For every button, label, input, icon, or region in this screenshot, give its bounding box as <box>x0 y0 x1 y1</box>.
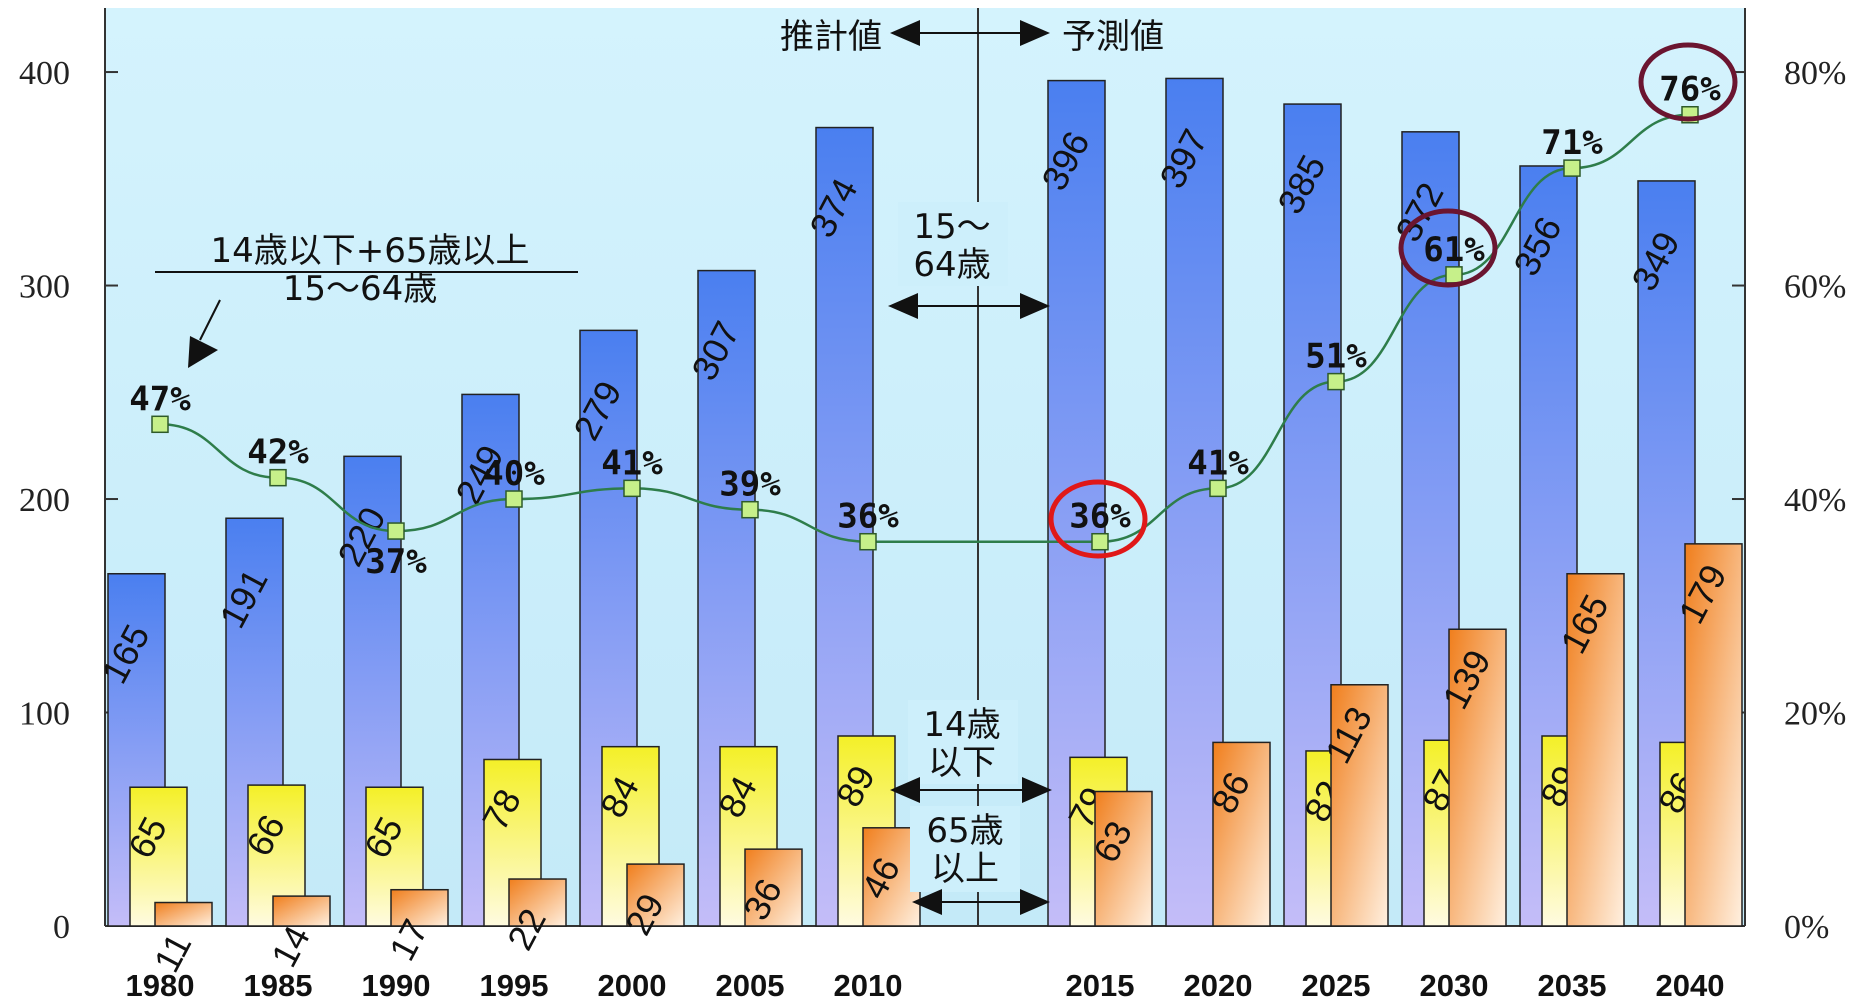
bar-65-plus <box>1330 684 1389 927</box>
ratio-marker <box>741 500 759 519</box>
ratio-line: 47% 42% 37% 40% 41% 39% 36% 36% 41% 51% 61% 71% 76% <box>129 70 1721 582</box>
legend-0-14-bg <box>908 700 1018 784</box>
x-tick-label: 2015 <box>1066 968 1135 1002</box>
arrow-head <box>1022 777 1052 803</box>
ratio-marker <box>1327 372 1345 391</box>
legend-65-line2: 以上 <box>931 849 999 889</box>
arrow-head <box>912 889 942 915</box>
ratio-marker <box>1563 159 1581 177</box>
highlight-circle <box>1048 479 1148 559</box>
left-axis-ticks: 0 100 200 300 400 <box>19 55 118 946</box>
highlight-circle <box>1638 42 1738 122</box>
ratio-pointer <box>199 299 221 341</box>
x-tick-label: 2005 <box>716 968 785 1002</box>
ratio-marker <box>1091 532 1109 551</box>
bar-65-plus <box>1566 572 1625 927</box>
ratio-numerator: 14歳以下+65歳以上 <box>210 231 529 271</box>
highlight-circle <box>1398 208 1498 288</box>
arrow-head <box>1020 889 1050 915</box>
left-tick-label: 100 <box>19 696 70 733</box>
x-tick-label: 2000 <box>598 968 667 1002</box>
right-tick-label: 0% <box>1784 909 1829 946</box>
left-tick-label: 400 <box>19 55 70 92</box>
x-tick-label: 2035 <box>1538 968 1607 1002</box>
bar-65-plus <box>272 895 331 927</box>
forecast-label: 予測値 <box>1062 17 1164 57</box>
left-tick-label: 300 <box>19 269 70 306</box>
ratio-marker <box>1209 479 1227 498</box>
highlight-circles <box>1048 42 1738 559</box>
right-axis-ticks: 0% 20% 40% 60% 80% <box>1732 55 1846 946</box>
arrow-head <box>1020 293 1050 319</box>
arrow-head <box>888 293 918 319</box>
ratio-label: 37% <box>365 542 427 582</box>
x-tick-label: 1980 <box>126 968 195 1002</box>
ratio-pointer-head <box>188 336 218 368</box>
left-tick-label: 0 <box>53 909 70 946</box>
right-tick-label: 80% <box>1784 55 1846 92</box>
legend-15-64-bg <box>898 202 1008 286</box>
bar-65-plus <box>1094 790 1153 927</box>
ratio-label: 36% <box>1069 497 1131 537</box>
ratio-marker <box>859 532 877 551</box>
ratio-label: 61% <box>1423 230 1485 270</box>
ratio-label: 42% <box>247 433 309 473</box>
legend-15-64-line2: 64歳 <box>913 245 990 285</box>
right-tick-label: 40% <box>1784 482 1846 519</box>
label-65-plus: 14 <box>263 919 318 974</box>
annotations: 推計値 予測値 14歳以下+65歳以上 15～64歳 15～ 64歳 14歳 以… <box>155 17 1164 915</box>
ratio-marker <box>151 415 169 434</box>
arrow-head <box>890 777 920 803</box>
ratio-label: 41% <box>601 443 663 483</box>
ratio-marker <box>387 522 405 540</box>
ratio-marker <box>623 479 641 498</box>
right-tick-label: 60% <box>1784 269 1846 306</box>
arrow-head <box>1020 20 1050 46</box>
legend-0-14-line2: 以下 <box>928 743 996 783</box>
bar-65-plus <box>626 863 685 927</box>
legend-65-bg <box>910 806 1020 892</box>
arrow-head <box>890 20 920 46</box>
bar-65-plus <box>1448 628 1507 927</box>
ratio-denominator: 15～64歳 <box>283 269 438 309</box>
ratio-marker <box>505 490 523 508</box>
bar-65-plus <box>154 901 213 927</box>
bar-65-plus <box>508 878 567 927</box>
estimate-label: 推計値 <box>780 17 882 57</box>
legend-0-14-line1: 14歳 <box>923 705 1000 745</box>
ratio-label: 76% <box>1659 70 1721 110</box>
left-tick-label: 200 <box>19 482 70 519</box>
ratio-marker <box>269 468 287 487</box>
x-tick-label: 1995 <box>480 968 549 1002</box>
ratio-label: 41% <box>1187 443 1249 483</box>
x-tick-label: 2025 <box>1302 968 1371 1002</box>
x-tick-label: 1990 <box>362 968 431 1002</box>
x-tick-label: 2040 <box>1656 968 1725 1002</box>
ratio-label: 40% <box>483 454 545 494</box>
right-tick-label: 20% <box>1784 696 1846 733</box>
ratio-label: 39% <box>719 465 781 505</box>
x-tick-label: 2030 <box>1420 968 1489 1002</box>
x-axis-ticks: 1980 1985 1990 1995 2000 2005 2010 2015 2020 2025… <box>126 968 1725 1002</box>
bar-65-plus <box>1684 543 1743 927</box>
bar-65-plus <box>390 888 449 927</box>
x-tick-label: 2010 <box>834 968 903 1002</box>
ratio-label: 51% <box>1305 337 1367 377</box>
legend-15-64-line1: 15～ <box>913 207 990 247</box>
ratio-label: 71% <box>1541 123 1603 163</box>
bar-65-plus <box>744 848 803 927</box>
x-tick-label: 2020 <box>1184 968 1253 1002</box>
x-tick-label: 1985 <box>244 968 313 1002</box>
bars: 1656511191661422065172497822279842930784… <box>93 77 1743 979</box>
bar-65-plus <box>1212 741 1271 927</box>
legend-65-line1: 65歳 <box>926 811 1003 851</box>
ratio-label: 36% <box>837 497 899 537</box>
ratio-label: 47% <box>129 379 191 419</box>
